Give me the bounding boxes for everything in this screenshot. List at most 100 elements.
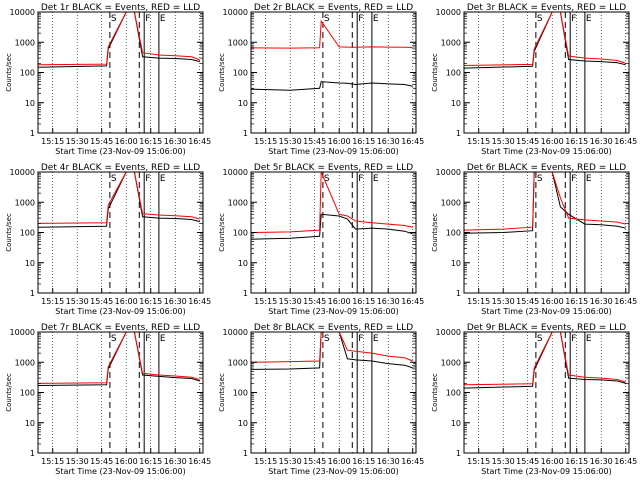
x-tick-label: 15:15: [254, 297, 277, 306]
x-tick-label: 16:30: [377, 297, 400, 306]
chart-title: Det 8r BLACK = Events, RED = LLD: [254, 323, 413, 333]
x-tick-label: 16:15: [565, 297, 588, 306]
y-tick-label: 10000: [436, 328, 461, 337]
series-line-lld: [250, 171, 413, 233]
y-tick-label: 10000: [10, 328, 35, 337]
y-tick-label: 100: [446, 389, 461, 398]
x-tick-label: 16:15: [352, 297, 375, 306]
y-tick-label: 100: [233, 389, 248, 398]
y-axis-label: Counts/sec: [218, 213, 226, 252]
x-tick-label: 15:30: [279, 137, 302, 146]
x-axis-label: Start Time (23-Nov-09 15:06:00): [55, 147, 185, 156]
event-marker-label: S: [324, 334, 330, 344]
event-marker-label: F: [571, 334, 576, 344]
event-marker-label: F: [358, 174, 363, 184]
event-marker-label: F: [571, 174, 576, 184]
series-line-lld: [463, 171, 626, 231]
x-tick-label: 16:00: [115, 297, 138, 306]
x-tick-label: 15:30: [492, 137, 515, 146]
event-marker-label: F: [358, 334, 363, 344]
y-tick-label: 1000: [228, 38, 248, 47]
event-marker-label: S: [111, 14, 117, 24]
event-marker-label: F: [358, 14, 363, 24]
y-tick-label: 10000: [436, 168, 461, 177]
y-tick-label: 100: [20, 69, 35, 78]
y-axis-label: Counts/sec: [5, 373, 13, 412]
y-tick-label: 10000: [223, 8, 248, 17]
event-marker-label: F: [145, 174, 150, 184]
y-tick-label: 1000: [441, 358, 461, 367]
x-tick-label: 16:00: [541, 457, 564, 466]
y-tick-label: 1000: [15, 198, 35, 207]
y-axis-label: Counts/sec: [431, 53, 439, 92]
plot-frame: [250, 11, 417, 134]
chart-title: Det 9r BLACK = Events, RED = LLD: [467, 323, 626, 333]
x-tick-label: 15:30: [66, 457, 89, 466]
x-axis-label: Start Time (23-Nov-09 15:06:00): [55, 307, 185, 316]
y-tick-label: 1000: [15, 38, 35, 47]
x-axis-label: Start Time (23-Nov-09 15:06:00): [55, 467, 185, 476]
x-tick-label: 16:45: [401, 457, 424, 466]
x-tick-label: 15:30: [492, 457, 515, 466]
series-line-lld: [463, 11, 626, 66]
x-tick-label: 16:00: [115, 457, 138, 466]
x-tick-label: 16:00: [328, 137, 351, 146]
event-marker-label: F: [571, 14, 576, 24]
x-tick-label: 15:15: [467, 457, 490, 466]
x-tick-label: 16:45: [188, 297, 211, 306]
x-tick-label: 16:15: [139, 137, 162, 146]
series-line-lld: [250, 19, 413, 49]
series-line-events: [463, 11, 626, 69]
chart-title: Det 1r BLACK = Events, RED = LLD: [41, 3, 200, 13]
event-marker-label: E: [160, 174, 166, 184]
plot-frame: [250, 331, 417, 454]
x-tick-label: 15:15: [41, 457, 64, 466]
x-tick-label: 15:45: [516, 137, 539, 146]
x-tick-label: 16:00: [115, 137, 138, 146]
series-line-lld: [250, 331, 413, 363]
x-tick-label: 15:45: [303, 457, 326, 466]
y-tick-label: 1000: [228, 358, 248, 367]
x-tick-label: 16:30: [164, 297, 187, 306]
series-line-events: [250, 213, 413, 240]
y-tick-label: 10: [238, 259, 248, 268]
event-marker-label: S: [111, 174, 117, 184]
event-marker-label: S: [537, 174, 543, 184]
x-tick-label: 16:45: [614, 137, 637, 146]
event-marker-label: E: [160, 14, 166, 24]
y-axis-label: Counts/sec: [218, 53, 226, 92]
y-tick-label: 100: [20, 229, 35, 238]
x-tick-label: 16:45: [401, 297, 424, 306]
x-axis-label: Start Time (23-Nov-09 15:06:00): [268, 147, 398, 156]
y-tick-label: 1000: [15, 358, 35, 367]
x-tick-label: 15:45: [90, 137, 113, 146]
y-tick-label: 1: [243, 289, 248, 298]
x-tick-label: 15:15: [41, 137, 64, 146]
y-tick-label: 10: [451, 99, 461, 108]
y-tick-label: 1000: [228, 198, 248, 207]
y-tick-label: 10000: [10, 168, 35, 177]
series-line-lld: [37, 331, 200, 384]
x-tick-label: 16:00: [328, 457, 351, 466]
series-line-lld: [37, 11, 200, 66]
y-tick-label: 1: [456, 289, 461, 298]
y-tick-label: 10: [451, 259, 461, 268]
y-tick-label: 10: [25, 99, 35, 108]
x-axis-label: Start Time (23-Nov-09 15:06:00): [268, 307, 398, 316]
y-tick-label: 1000: [441, 198, 461, 207]
y-tick-label: 100: [446, 229, 461, 238]
y-tick-label: 1: [30, 449, 35, 458]
y-tick-label: 10000: [10, 8, 35, 17]
plot-frame: [37, 11, 204, 134]
y-tick-label: 10: [238, 99, 248, 108]
series-line-lld: [463, 331, 626, 386]
plot-frame: [37, 331, 204, 454]
x-tick-label: 16:30: [590, 457, 613, 466]
